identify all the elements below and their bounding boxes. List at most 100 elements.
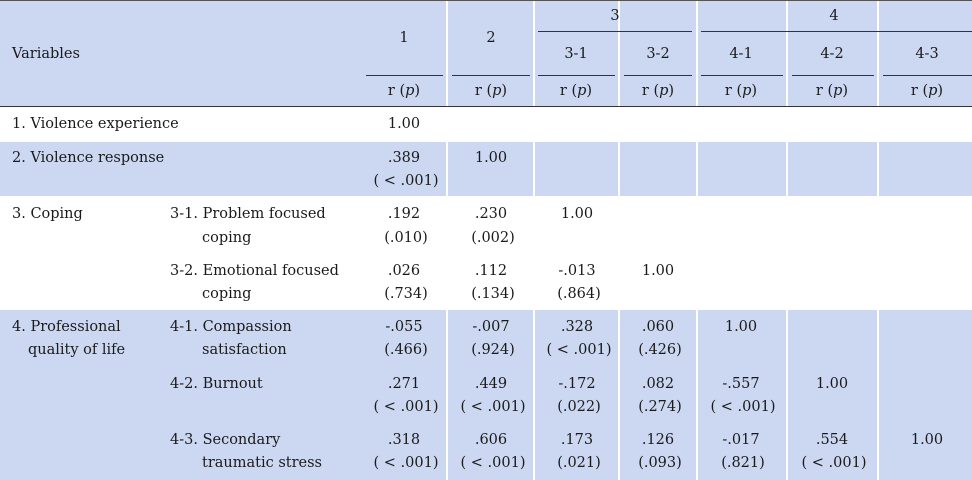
stat-label-col-2: r (p) [474, 83, 508, 99]
cell-p-value: ( < .001) [460, 455, 526, 471]
cell-value: .554 [815, 432, 849, 448]
col-4-2-rule [792, 75, 874, 76]
cell-value: -.055 [385, 319, 423, 335]
cell-value: .173 [560, 432, 594, 448]
header-col-4-3: 4-3 [915, 46, 939, 62]
cell-p-value: (.734) [384, 286, 428, 302]
cell-value: 1.00 [641, 263, 675, 279]
row-label-emotional-focused-cont: coping [202, 286, 252, 302]
stat-label-col-3-1: r (p) [559, 83, 593, 99]
cell-p-value: ( < .001) [373, 455, 439, 471]
cell-value: -.007 [472, 319, 510, 335]
cell-value: .126 [641, 432, 675, 448]
col-separator [786, 0, 788, 480]
stat-label-col-3-2: r (p) [641, 83, 675, 99]
cell-value: .606 [474, 432, 508, 448]
row-band-violence-response [0, 142, 972, 196]
col-2-rule [452, 75, 530, 76]
cell-value: .230 [474, 206, 508, 222]
cell-value: .318 [387, 432, 421, 448]
cell-value: .060 [641, 319, 675, 335]
table-top-rule [0, 0, 972, 1]
cell-value: 1.00 [724, 319, 758, 335]
cell-value: .026 [387, 263, 421, 279]
row-band-pql [0, 310, 972, 480]
group-3-rule [538, 31, 692, 32]
header-band [0, 0, 972, 107]
cell-value: -.013 [558, 263, 596, 279]
cell-p-value: (.864) [557, 286, 601, 302]
header-group-3: 3 [610, 8, 620, 24]
col-separator [877, 0, 879, 480]
cell-p-value: ( < .001) [546, 342, 612, 358]
row-label-problem-focused-cont: coping [202, 230, 252, 246]
col-separator [533, 0, 535, 480]
cell-value: .389 [387, 150, 421, 166]
stat-label-col-4-3: r (p) [910, 83, 944, 99]
col-separator [618, 0, 620, 480]
header-col-3-1: 3-1 [564, 46, 588, 62]
cell-value: .082 [641, 376, 675, 392]
col-1-rule [366, 75, 443, 76]
stat-label-col-4-1: r (p) [724, 83, 758, 99]
cell-p-value: ( < .001) [710, 399, 776, 415]
cell-p-value: (.274) [638, 399, 682, 415]
header-col-4-2: 4-2 [820, 46, 844, 62]
cell-p-value: ( < .001) [373, 173, 439, 189]
row-group-label-pql-cont: quality of life [28, 342, 126, 358]
row-label-secondary-traumatic-stress-cont: traumatic stress [202, 455, 322, 471]
cell-p-value: (.010) [384, 230, 428, 246]
group-4-rule [701, 31, 972, 32]
cell-p-value: (.821) [721, 455, 765, 471]
cell-value: -.557 [722, 376, 760, 392]
cell-p-value: ( < .001) [801, 455, 867, 471]
header-col-2: 2 [486, 30, 496, 46]
cell-p-value: (.466) [384, 342, 428, 358]
stat-label-col-1: r (p) [387, 83, 421, 99]
stat-label-col-4-2: r (p) [815, 83, 849, 99]
row-group-label-pql: 4. Professional [12, 319, 121, 335]
row-label-problem-focused: 3-1. Problem focused [170, 206, 326, 222]
cell-p-value: ( < .001) [460, 399, 526, 415]
cell-p-value: (.021) [557, 455, 601, 471]
header-col-1: 1 [399, 30, 409, 46]
row-label-secondary-traumatic-stress: 4-3. Secondary [170, 432, 281, 448]
col-4-1-rule [701, 75, 783, 76]
row-label-compassion: 4-1. Compassion [170, 319, 292, 335]
cell-p-value: ( < .001) [373, 399, 439, 415]
cell-p-value: (.426) [638, 342, 682, 358]
cell-value: -.017 [722, 432, 760, 448]
cell-p-value: (.002) [471, 230, 515, 246]
cell-p-value: (.022) [557, 399, 601, 415]
header-group-4: 4 [829, 8, 839, 24]
row-label-violence-response: 2. Violence response [12, 150, 165, 166]
cell-value: .271 [387, 376, 421, 392]
cell-value: .112 [474, 263, 508, 279]
col-separator [446, 0, 448, 480]
cell-value: 1.00 [474, 150, 508, 166]
col-4-3-rule [883, 75, 972, 76]
cell-value: 1.00 [910, 432, 944, 448]
cell-value: -.172 [558, 376, 596, 392]
cell-value: 1.00 [387, 116, 421, 132]
header-variables: Variables [12, 46, 80, 62]
cell-p-value: (.093) [638, 455, 682, 471]
cell-value: 1.00 [815, 376, 849, 392]
col-3-2-rule [624, 75, 692, 76]
cell-value: .449 [474, 376, 508, 392]
row-group-label-coping: 3. Coping [12, 206, 83, 222]
header-col-3-2: 3-2 [646, 46, 670, 62]
col-separator [696, 0, 698, 480]
col-3-1-rule [538, 75, 615, 76]
cell-value: 1.00 [560, 206, 594, 222]
row-label-compassion-cont: satisfaction [202, 342, 287, 358]
row-label-burnout: 4-2. Burnout [170, 376, 263, 392]
cell-p-value: (.134) [471, 286, 515, 302]
cell-p-value: (.924) [471, 342, 515, 358]
header-bottom-rule [0, 106, 972, 107]
cell-value: .192 [387, 206, 421, 222]
header-col-4-1: 4-1 [729, 46, 753, 62]
row-label-emotional-focused: 3-2. Emotional focused [170, 263, 339, 279]
row-label-violence-experience: 1. Violence experience [12, 116, 179, 132]
